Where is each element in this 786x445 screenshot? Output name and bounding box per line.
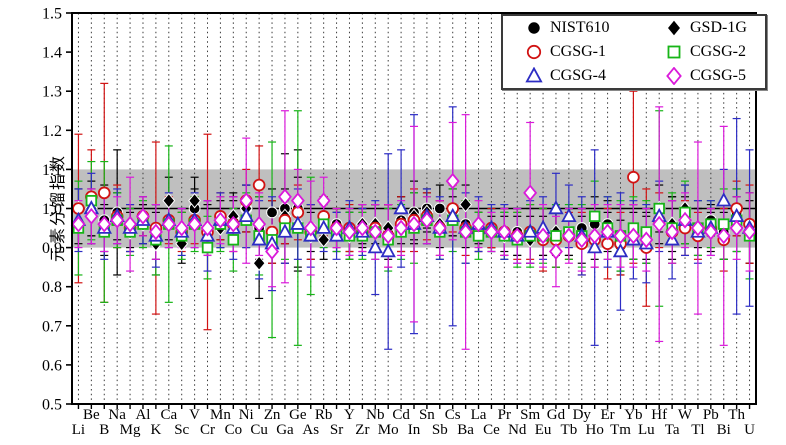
svg-text:1.2: 1.2 [42,123,62,140]
svg-text:K: K [150,422,161,438]
svg-text:Ga: Ga [276,422,294,438]
svg-text:Li: Li [72,422,85,438]
legend-item-cgsg1: CGSG-1 [525,43,665,61]
svg-text:Ni: Ni [239,407,254,423]
legend-label: CGSG-2 [690,43,747,60]
legend-label: CGSG-4 [550,67,607,84]
svg-text:1.4: 1.4 [42,45,62,62]
svg-text:Mo: Mo [378,422,399,438]
svg-text:Nd: Nd [508,422,527,438]
legend-label: NIST610 [550,19,610,36]
legend-item-cgsg4: CGSG-4 [525,67,665,85]
svg-text:Mg: Mg [120,422,141,438]
svg-text:0.8: 0.8 [42,279,62,296]
svg-text:Ce: Ce [483,422,500,438]
nist610-filled-circle-icon [527,21,541,35]
plot-frame [71,12,757,405]
svg-text:La: La [471,407,487,423]
svg-text:U: U [744,422,755,438]
svg-text:Cu: Cu [250,422,268,438]
svg-text:Hf: Hf [651,407,667,423]
svg-text:B: B [99,422,109,438]
svg-text:Pr: Pr [498,407,511,423]
svg-text:Sm: Sm [520,407,540,423]
svg-text:0.7: 0.7 [42,318,62,335]
svg-text:As: As [302,422,319,438]
legend-item-nist610: NIST610 [525,19,665,37]
svg-text:Ca: Ca [160,407,177,423]
legend-item-cgsg2: CGSG-2 [665,43,777,61]
legend-label: CGSG-1 [550,43,607,60]
svg-text:V: V [189,407,200,423]
svg-text:Rb: Rb [315,407,333,423]
cgsg4-open-triangle-icon [525,67,543,83]
svg-text:Sb: Sb [432,422,448,438]
svg-text:In: In [408,422,421,438]
svg-text:Nb: Nb [366,407,384,423]
svg-text:Ho: Ho [586,422,604,438]
svg-text:Sc: Sc [174,422,189,438]
svg-text:Cd: Cd [392,407,410,423]
cgsg1-open-circle-icon [526,44,542,60]
svg-text:Ta: Ta [665,422,680,438]
series-CGSG-5 [71,172,757,260]
legend-label: CGSG-5 [690,67,747,84]
svg-text:Zr: Zr [355,422,369,438]
svg-text:Zn: Zn [264,407,281,423]
svg-text:Na: Na [108,407,126,423]
legend-label: GSD-1G [690,19,747,36]
svg-text:Mn: Mn [210,407,231,423]
svg-text:Tb: Tb [561,422,578,438]
svg-text:1.3: 1.3 [42,84,62,101]
svg-text:Tm: Tm [610,422,631,438]
svg-text:Ba: Ba [457,422,474,438]
svg-text:0.6: 0.6 [42,357,62,374]
svg-text:Er: Er [600,407,614,423]
legend-item-gsd1g: GSD-1G [665,19,777,37]
svg-text:Gd: Gd [547,407,566,423]
svg-text:Cr: Cr [200,422,215,438]
legend-item-cgsg5: CGSG-5 [665,67,777,85]
svg-text:0.9: 0.9 [42,240,62,257]
svg-text:1.0: 1.0 [42,201,62,218]
legend: NIST610 GSD-1G CGSG-1 CGSG-2 CGSG-4 CGSG… [501,14,767,90]
svg-text:1.1: 1.1 [42,162,62,179]
svg-text:Co: Co [225,422,243,438]
x-axis: LiBeBNaMgAlKCaScVCrMnCoNiCuZnGaGeAsRbSrY… [72,404,755,438]
cgsg2-open-square-icon [667,45,681,59]
svg-text:Th: Th [728,407,745,423]
svg-text:W: W [678,407,693,423]
svg-text:Be: Be [83,407,100,423]
svg-text:Sn: Sn [419,407,435,423]
svg-text:Yb: Yb [624,407,642,423]
y-axis: 0.5 0.6 0.7 0.8 0.9 1.0 1.1 1.2 1.3 1.4 1.5 [42,6,72,414]
svg-text:Tl: Tl [691,422,704,438]
svg-text:Cs: Cs [445,407,461,423]
cgsg5-open-diamond-icon [666,67,682,85]
svg-text:Sr: Sr [330,422,343,438]
svg-text:Pb: Pb [703,407,719,423]
svg-text:Lu: Lu [638,422,655,438]
svg-text:Ge: Ge [289,407,307,423]
svg-text:Bi: Bi [717,422,731,438]
svg-text:Y: Y [344,407,355,423]
svg-text:Eu: Eu [535,422,552,438]
gsd1g-filled-diamond-icon [666,19,682,37]
svg-text:1.5: 1.5 [42,6,62,23]
svg-text:Dy: Dy [573,407,592,423]
svg-text:0.5: 0.5 [42,397,62,414]
svg-text:Al: Al [135,407,150,423]
